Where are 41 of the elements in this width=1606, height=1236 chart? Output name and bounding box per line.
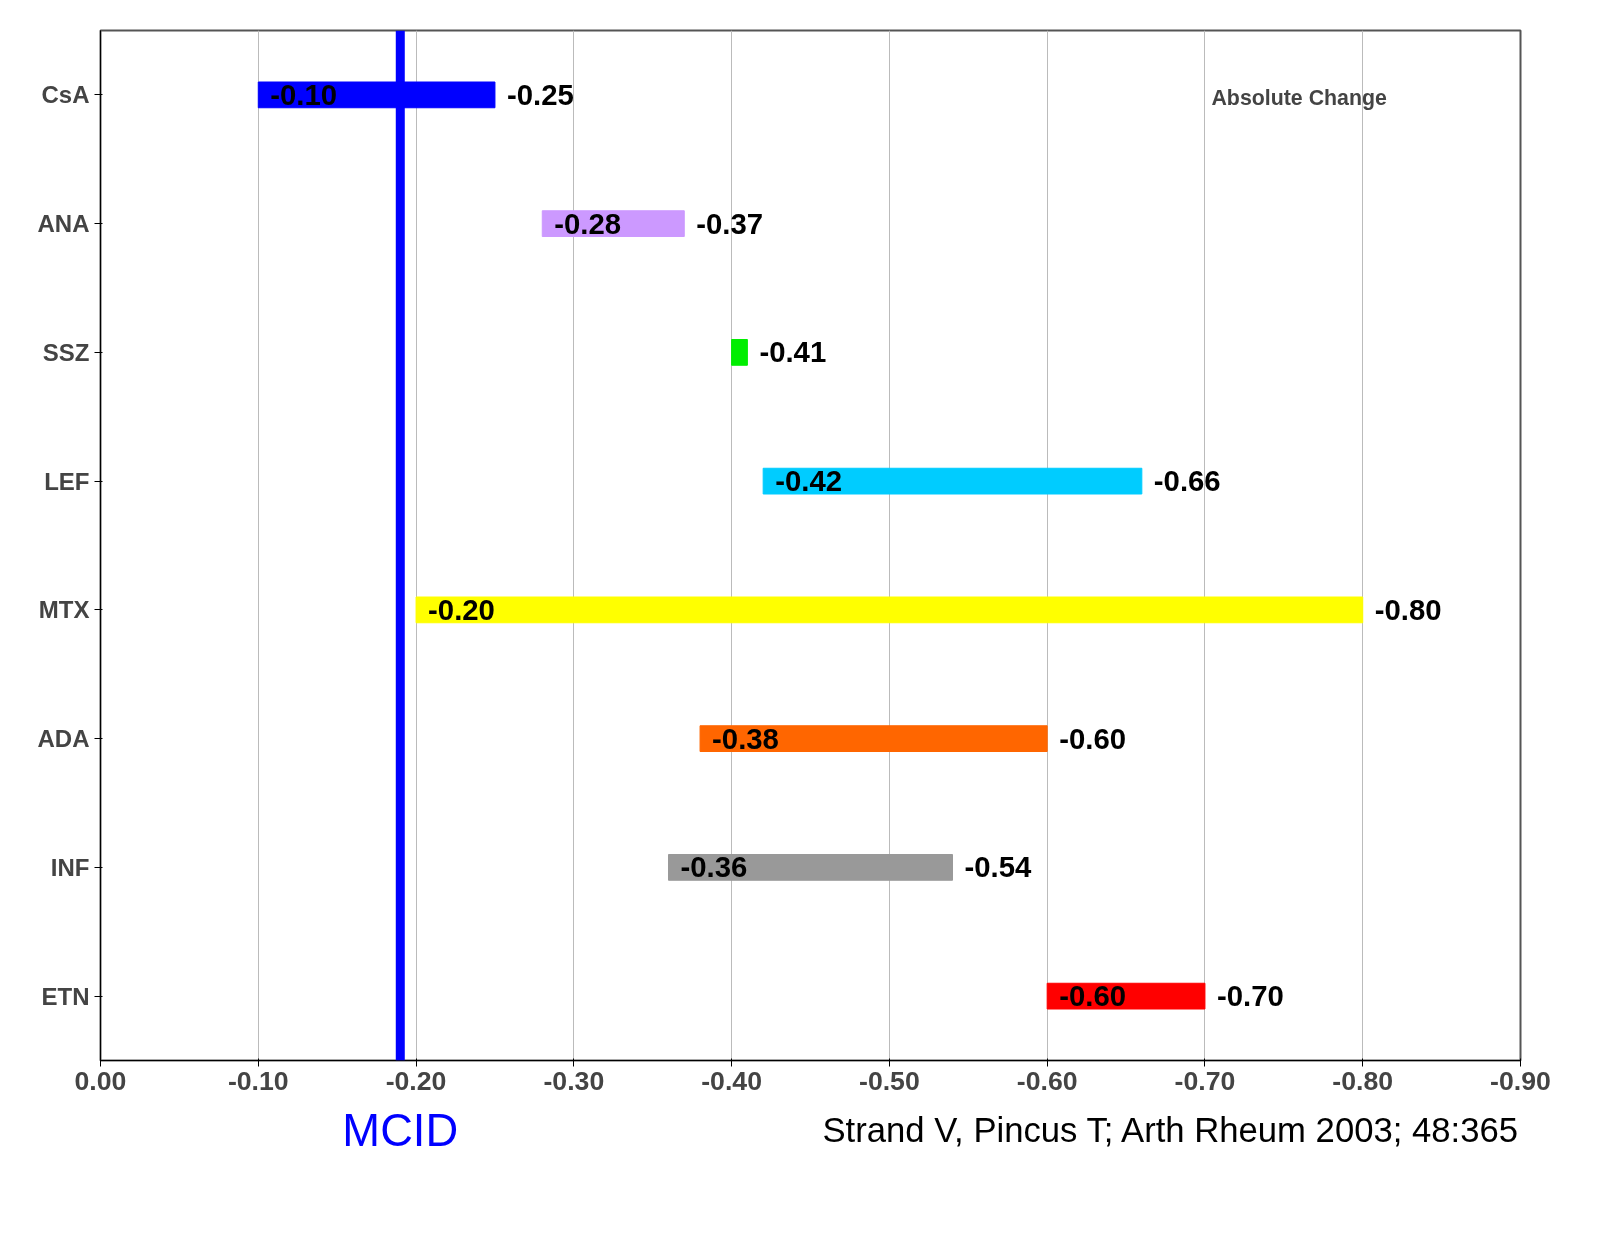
- y-tick-label: INF: [50, 853, 90, 881]
- x-tick-label: -0.20: [385, 1065, 447, 1096]
- annotation: -0.38: [712, 721, 779, 755]
- y-tick-label: ANA: [37, 210, 90, 238]
- annotation: -0.36: [680, 850, 748, 884]
- y-tick-label: CsA: [41, 81, 90, 109]
- bar: [762, 467, 1143, 495]
- annotation: Absolute Change: [1211, 85, 1387, 110]
- x-tick-label: -0.40: [701, 1065, 762, 1096]
- annotation: -0.42: [775, 464, 843, 498]
- bar: [699, 725, 1048, 752]
- annotation: -0.41: [759, 335, 827, 369]
- annotation: -0.80: [1374, 592, 1442, 626]
- x-tick-label: -0.70: [1174, 1065, 1236, 1096]
- annotation: -0.66: [1153, 464, 1221, 498]
- y-tick-label: ADA: [37, 725, 90, 753]
- x-tick-label: -0.50: [859, 1065, 920, 1096]
- annotation: -0.37: [696, 206, 764, 240]
- y-tick-label: SSZ: [42, 338, 90, 366]
- annotation: -0.60: [1059, 721, 1127, 755]
- text: Strand V, Pincus T; Arth Rheum 2003; 48:365: [822, 1111, 1518, 1149]
- x-tick-label: -0.90: [1490, 1065, 1551, 1096]
- x-tick-label: -0.60: [1016, 1065, 1078, 1096]
- x-tick-label: -0.10: [227, 1065, 289, 1096]
- bar: [731, 339, 748, 366]
- y-tick-label: ETN: [41, 982, 90, 1010]
- annotation: -0.70: [1216, 979, 1284, 1013]
- annotation: -0.60: [1059, 979, 1127, 1013]
- annotation: -0.10: [270, 77, 338, 111]
- annotation: -0.28: [554, 206, 622, 240]
- x-tick-label: -0.30: [543, 1065, 605, 1096]
- bar: [668, 854, 953, 881]
- annotation: -0.20: [428, 592, 495, 626]
- x-tick-label: -0.80: [1332, 1065, 1394, 1096]
- annotation: -0.54: [964, 850, 1033, 884]
- y-tick-label: LEF: [44, 467, 90, 495]
- ref-line-label: MCID: [342, 1104, 459, 1156]
- bar: [415, 596, 1364, 624]
- annotation: -0.25: [506, 77, 574, 111]
- y-tick-label: MTX: [38, 596, 90, 624]
- x-tick-label: 0.00: [74, 1065, 127, 1096]
